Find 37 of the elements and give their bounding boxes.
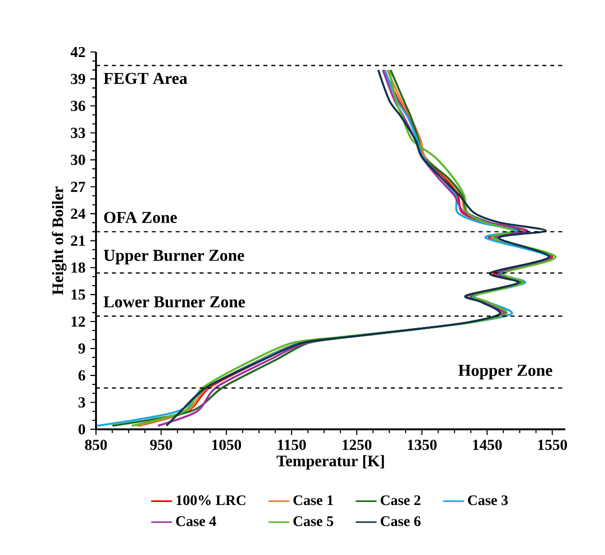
x-tick-label: 1050 — [212, 440, 242, 450]
ref-line-label: Lower Burner Zone — [104, 296, 245, 308]
x-tick-label: 850 — [85, 440, 107, 450]
legend-label: 100% LRC — [176, 495, 246, 506]
ref-line-label: Upper Burner Zone — [104, 250, 244, 264]
legend-label: Case 6 — [380, 516, 421, 526]
legend-label: Case 1 — [293, 495, 333, 506]
x-axis-title: Temperatur [K] — [276, 455, 384, 470]
y-tick-label: 9 — [78, 343, 86, 354]
y-axis-title: Height of Boiler — [52, 186, 67, 295]
y-tick-label: 21 — [71, 236, 85, 246]
y-tick-label: 33 — [70, 128, 86, 138]
legend-label: Case 5 — [293, 516, 334, 526]
x-tick-label: 1550 — [538, 440, 567, 450]
legend-label: Case 3 — [468, 495, 508, 506]
y-tick-label: 42 — [70, 46, 85, 58]
y-tick-label: 36 — [70, 100, 86, 112]
ref-line-label: Hopper Zone — [458, 364, 552, 380]
ref-line-label: OFA Zone — [104, 212, 177, 224]
y-tick-label: 27 — [71, 182, 86, 192]
y-tick-label: 0 — [78, 424, 86, 434]
legend-label: Case 2 — [380, 495, 420, 506]
y-tick-label: 18 — [72, 262, 86, 273]
x-tick-label: 1150 — [278, 440, 306, 450]
y-tick-label: 24 — [71, 208, 86, 219]
x-tick-label: 1250 — [342, 440, 372, 450]
x-tick-label: 1350 — [408, 440, 437, 450]
x-tick-label: 1450 — [473, 440, 502, 450]
ref-line-label: FEGT Area — [104, 72, 188, 84]
y-tick-label: 6 — [78, 370, 86, 381]
y-tick-label: 12 — [72, 316, 85, 327]
x-tick-label: 950 — [150, 440, 172, 450]
legend-label: Case 4 — [176, 516, 216, 526]
y-tick-label: 30 — [70, 154, 86, 165]
y-tick-label: 3 — [78, 397, 86, 408]
y-tick-label: 39 — [70, 74, 86, 84]
y-tick-label: 15 — [72, 289, 86, 300]
